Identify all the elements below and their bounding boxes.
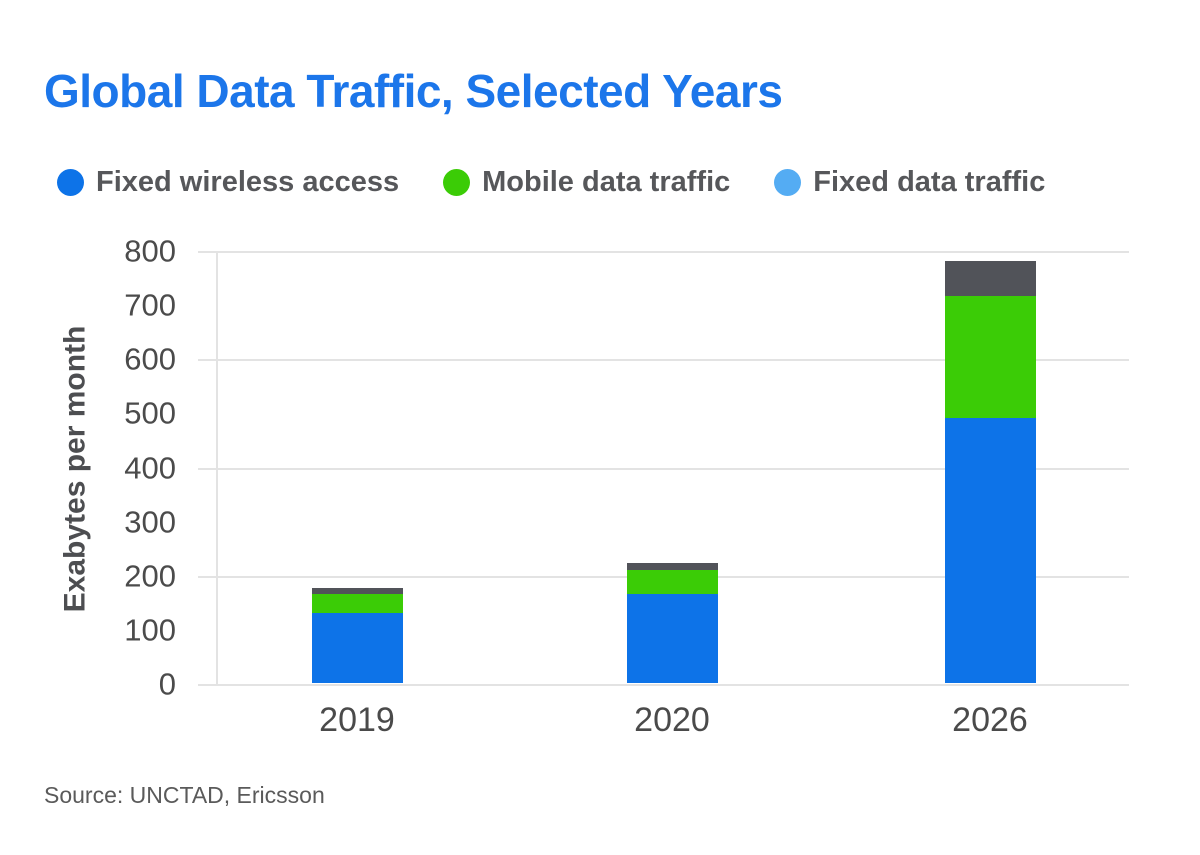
legend-item-mobile-data-traffic: Mobile data traffic <box>443 166 730 199</box>
legend-label: Mobile data traffic <box>482 166 731 198</box>
gridline-600 <box>198 359 1129 362</box>
y-tick-label-200: 200 <box>124 558 176 594</box>
x-tick-label-2020: 2020 <box>634 701 710 739</box>
legend-label: Fixed data traffic <box>813 166 1046 198</box>
bar-segment-fixed-wireless-access <box>311 612 403 683</box>
y-tick-label-300: 300 <box>124 503 176 539</box>
y-tick-label-700: 700 <box>124 287 176 323</box>
bar-2026 <box>944 261 1036 683</box>
y-tick-label-400: 400 <box>124 449 176 485</box>
legend-swatch-icon <box>443 169 471 196</box>
gridline-800 <box>198 251 1129 253</box>
bar-segment-fixed-wireless-access <box>626 593 718 683</box>
x-tick-label-2019: 2019 <box>319 701 395 739</box>
chart-title: Global Data Traffic, Selected Years <box>44 65 783 117</box>
legend-item-fixed-data-traffic: Fixed data traffic <box>774 166 1045 199</box>
bar-segment-fixed-wireless-access <box>944 417 1036 683</box>
y-tick-label-600: 600 <box>124 341 176 377</box>
bar-segment-mobile-data-traffic <box>626 570 718 594</box>
y-tick-label-500: 500 <box>124 395 176 431</box>
bar-segment-fixed-data-traffic <box>944 261 1036 297</box>
gridline-0 <box>198 684 1129 686</box>
bar-segment-mobile-data-traffic <box>944 296 1036 418</box>
y-axis-title-text: Exabytes per month <box>58 325 91 612</box>
bar-segment-fixed-data-traffic <box>311 587 403 594</box>
x-tick-label-2026: 2026 <box>952 701 1028 739</box>
y-tick-label-0: 0 <box>158 666 176 702</box>
y-axis-title: Exabytes per month <box>55 252 95 685</box>
gridline-400 <box>198 467 1129 470</box>
source-note: Source: UNCTAD, Ericsson <box>44 782 325 808</box>
legend-label: Fixed wireless access <box>96 166 400 198</box>
bar-segment-fixed-data-traffic <box>626 562 718 571</box>
y-tick-label-800: 800 <box>124 233 176 269</box>
y-tick-label-100: 100 <box>124 612 176 648</box>
legend-swatch-icon <box>57 169 84 196</box>
legend-item-fixed-wireless-access: Fixed wireless access <box>57 166 399 199</box>
legend: Fixed wireless access Mobile data traffic… <box>57 166 1045 199</box>
bar-2020 <box>626 562 718 683</box>
bar-segment-mobile-data-traffic <box>311 593 403 613</box>
plot-area: 800 700 600 500 400 300 200 100 0 2019 2020 2026 <box>124 233 1129 739</box>
legend-swatch-icon <box>774 169 802 196</box>
bar-2019 <box>311 587 403 683</box>
